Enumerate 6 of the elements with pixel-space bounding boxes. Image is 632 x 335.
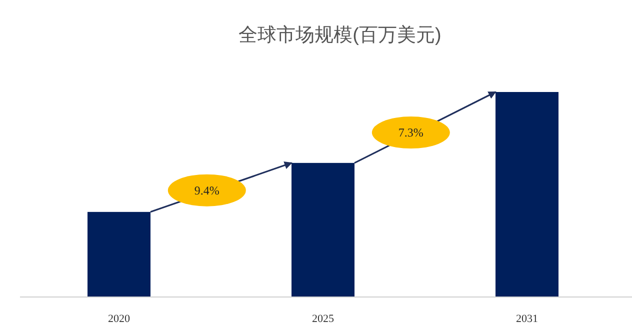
- chart-title: 全球市场规模(百万美元): [238, 24, 442, 46]
- x-tick-label: 2020: [108, 313, 130, 325]
- annotation: 7.3%: [398, 126, 424, 140]
- x-tick-label: 2031: [516, 313, 538, 325]
- annotation: 9.4%: [194, 183, 220, 198]
- x-tick-label: 2025: [312, 313, 334, 325]
